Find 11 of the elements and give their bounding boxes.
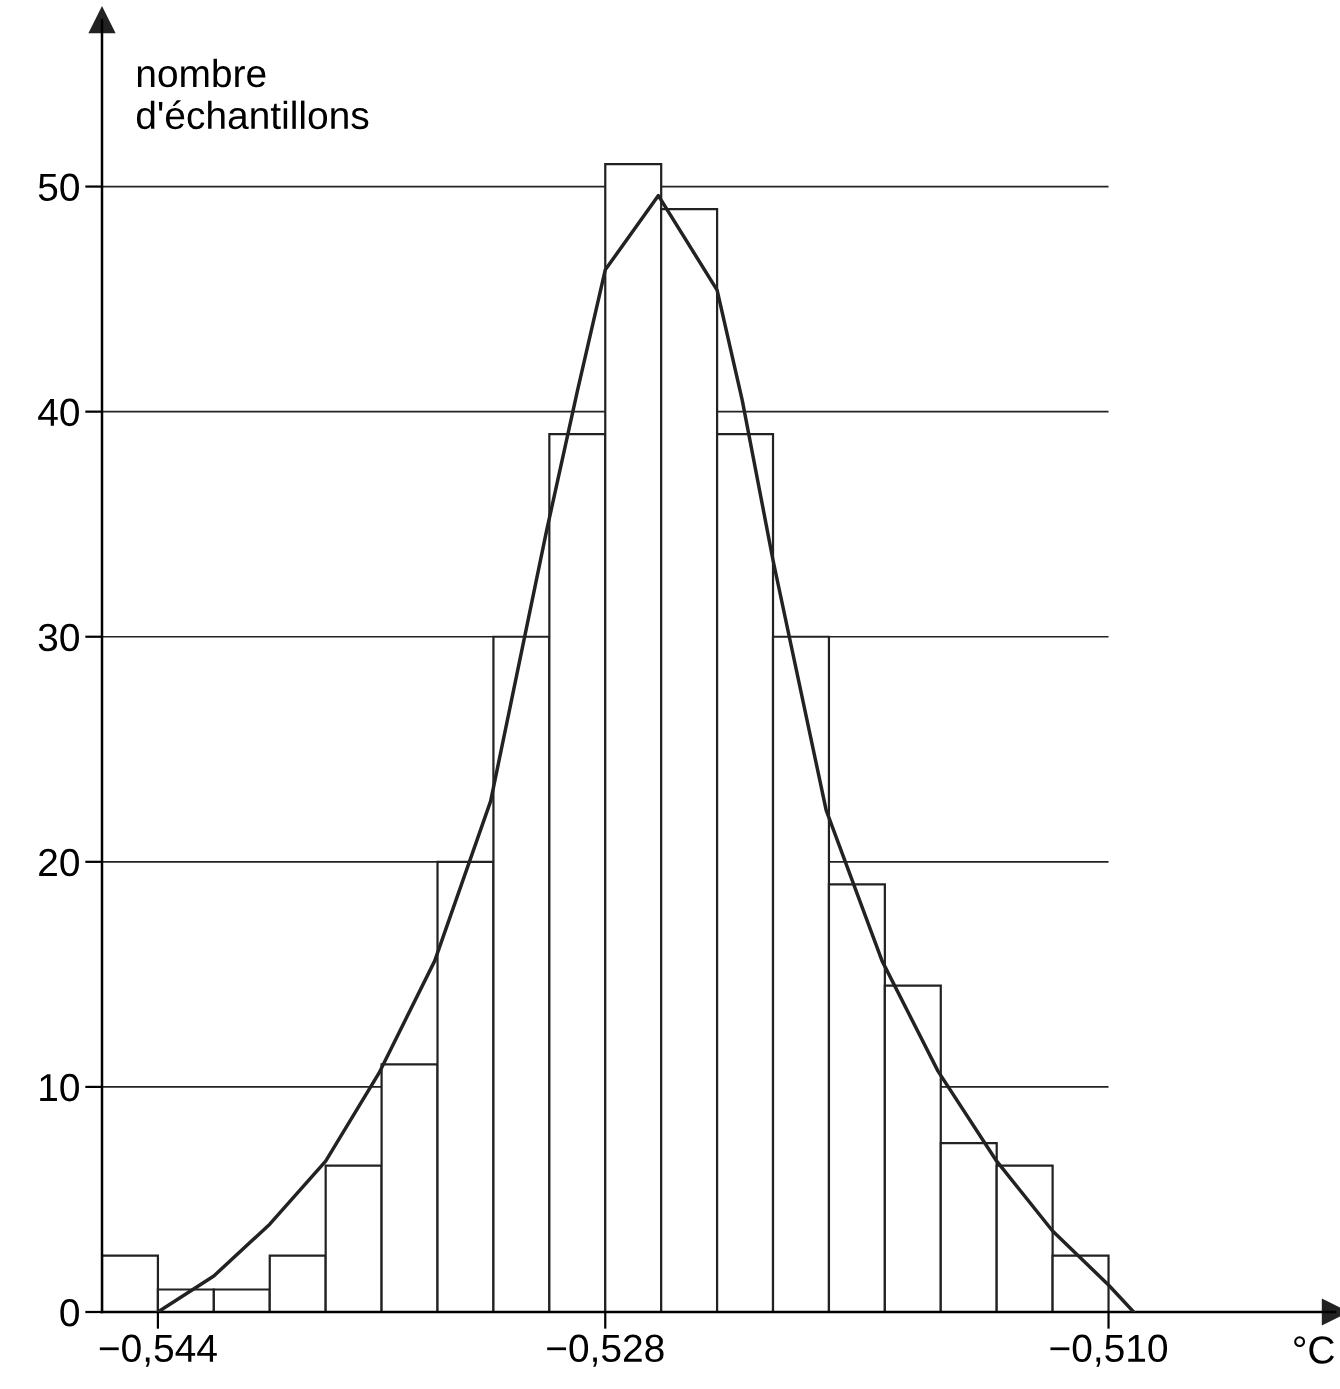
y-tick-label: 40 bbox=[38, 398, 79, 427]
y-tick-label: 0 bbox=[60, 1298, 79, 1327]
x-tick-label: −0,510 bbox=[1050, 1334, 1168, 1367]
y-tick-label: 50 bbox=[38, 173, 79, 202]
y-tick-label: 20 bbox=[39, 848, 79, 877]
x-tick-label: −0,528 bbox=[547, 1334, 664, 1367]
y-tick-label: 30 bbox=[38, 623, 79, 652]
y-tick-label: 10 bbox=[40, 1073, 79, 1102]
x-tick-label: −0,544 bbox=[99, 1334, 217, 1367]
x-axis-title: °C bbox=[1294, 1336, 1334, 1364]
y-axis-title: nombre d'échantillons bbox=[136, 58, 369, 130]
